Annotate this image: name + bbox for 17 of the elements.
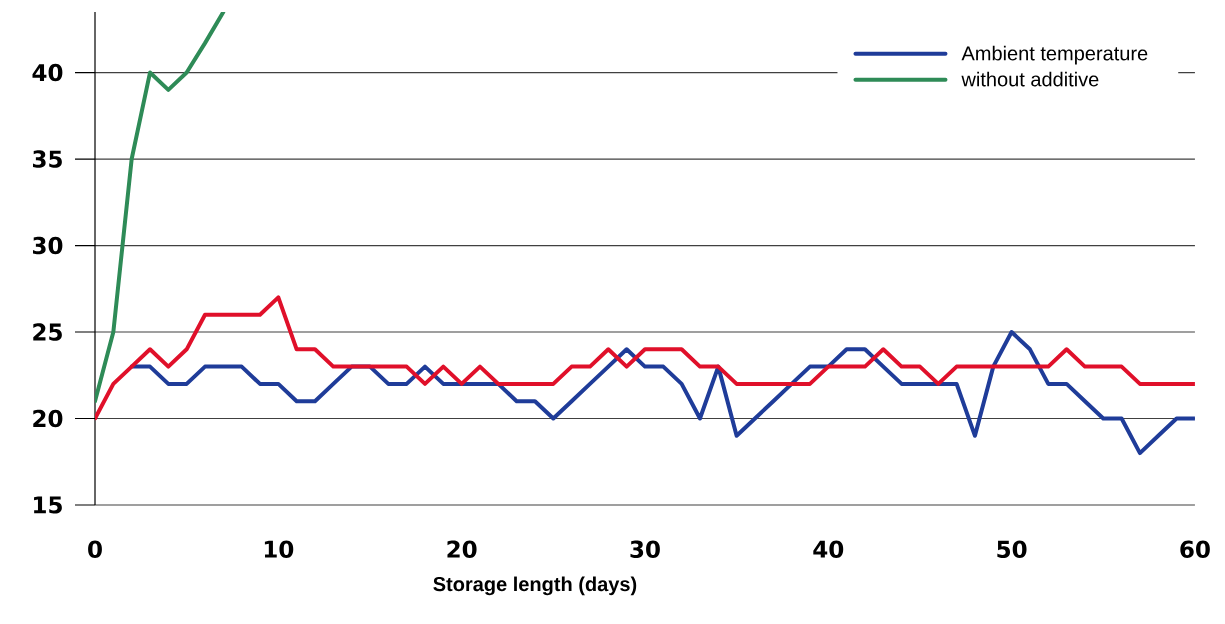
- y-tick-label: 20: [33, 409, 63, 428]
- y-tick-label: 35: [33, 150, 62, 168]
- x-tick-label: 40: [813, 540, 844, 558]
- x-axis-title: Storage length (days): [433, 576, 637, 596]
- legend-label: Ambient temperature: [961, 45, 1148, 65]
- x-tick-label: 0: [88, 540, 102, 558]
- y-tick-label: 15: [34, 496, 62, 514]
- y-tick-label: 25: [33, 323, 62, 341]
- x-tick-label: 10: [264, 540, 294, 558]
- y-tick-label: 40: [32, 63, 63, 82]
- x-tick-label: 60: [1180, 540, 1210, 558]
- y-tick-label: 30: [33, 236, 63, 255]
- x-tick-label: 50: [997, 540, 1027, 558]
- line-series: [95, 12, 226, 404]
- legend-label: without additive: [961, 71, 1099, 87]
- x-tick-label: 20: [447, 540, 477, 558]
- x-tick-label: 30: [630, 540, 660, 558]
